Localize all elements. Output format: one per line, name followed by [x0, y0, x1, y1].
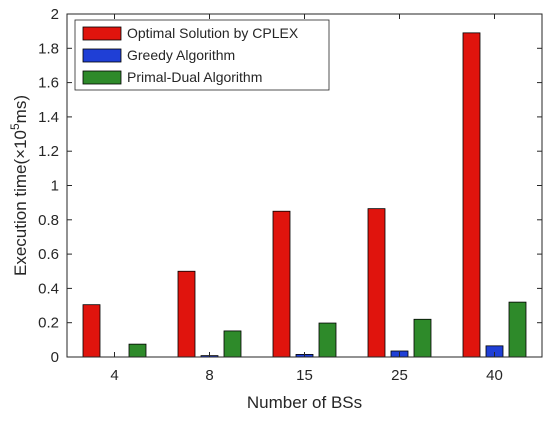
- y-tick-label: 0.4: [38, 280, 59, 297]
- legend-label: Greedy Algorithm: [127, 47, 235, 63]
- x-tick-label: 25: [391, 367, 408, 384]
- y-tick-label: 0.6: [38, 246, 59, 263]
- bar-primal-dual-4: [128, 343, 147, 358]
- y-tick-label: 0.8: [38, 212, 59, 229]
- bar-primal-dual-25: [413, 318, 432, 358]
- legend-swatch: [82, 26, 122, 41]
- y-axis-title-exponent: 5: [8, 123, 22, 130]
- legend-swatch: [82, 70, 122, 85]
- x-tick-label: 8: [205, 367, 213, 384]
- bar-primal-dual-15: [318, 322, 337, 358]
- y-tick-label: 1.4: [38, 109, 59, 126]
- y-tick-label: 1.8: [38, 40, 59, 57]
- y-axis-title-suffix: ms): [11, 95, 30, 123]
- axes-group: 0 0.2 0.4 0.6 0.8 1 1.2 1.4 1.6 1.8 2 4 8 15 25 40: [38, 6, 542, 384]
- bar-cplex-25: [367, 208, 386, 358]
- y-tick-label: 0.2: [38, 315, 59, 332]
- bar-cplex-15: [272, 210, 291, 358]
- y-tick-label: 2: [51, 6, 59, 23]
- x-tick-label: 15: [296, 367, 313, 384]
- x-axis-title: Number of BSs: [247, 393, 362, 412]
- bar-cplex-8: [177, 270, 196, 358]
- legend-label: Optimal Solution by CPLEX: [127, 25, 299, 41]
- legend-swatch: [82, 48, 122, 63]
- plot-frame: [66, 13, 543, 358]
- x-tick-label: 40: [486, 367, 503, 384]
- x-tick-label: 4: [110, 367, 118, 384]
- y-tick-label: 0: [51, 349, 59, 366]
- legend: Optimal Solution by CPLEX Greedy Algorith…: [74, 19, 330, 91]
- legend-label: Primal-Dual Algorithm: [127, 69, 262, 85]
- y-axis-title-prefix: Execution time(×10: [11, 130, 30, 276]
- bar-primal-dual-8: [223, 330, 242, 358]
- y-tick-label: 1.6: [38, 75, 59, 92]
- y-tick-label: 1.2: [38, 143, 59, 160]
- y-axis-title: Execution time(×105ms): [8, 95, 30, 276]
- y-tick-label: 1: [51, 178, 59, 195]
- bars-group: [82, 32, 527, 358]
- bar-primal-dual-40: [508, 301, 527, 358]
- bar-cplex-4: [82, 304, 101, 358]
- bar-cplex-40: [462, 32, 481, 358]
